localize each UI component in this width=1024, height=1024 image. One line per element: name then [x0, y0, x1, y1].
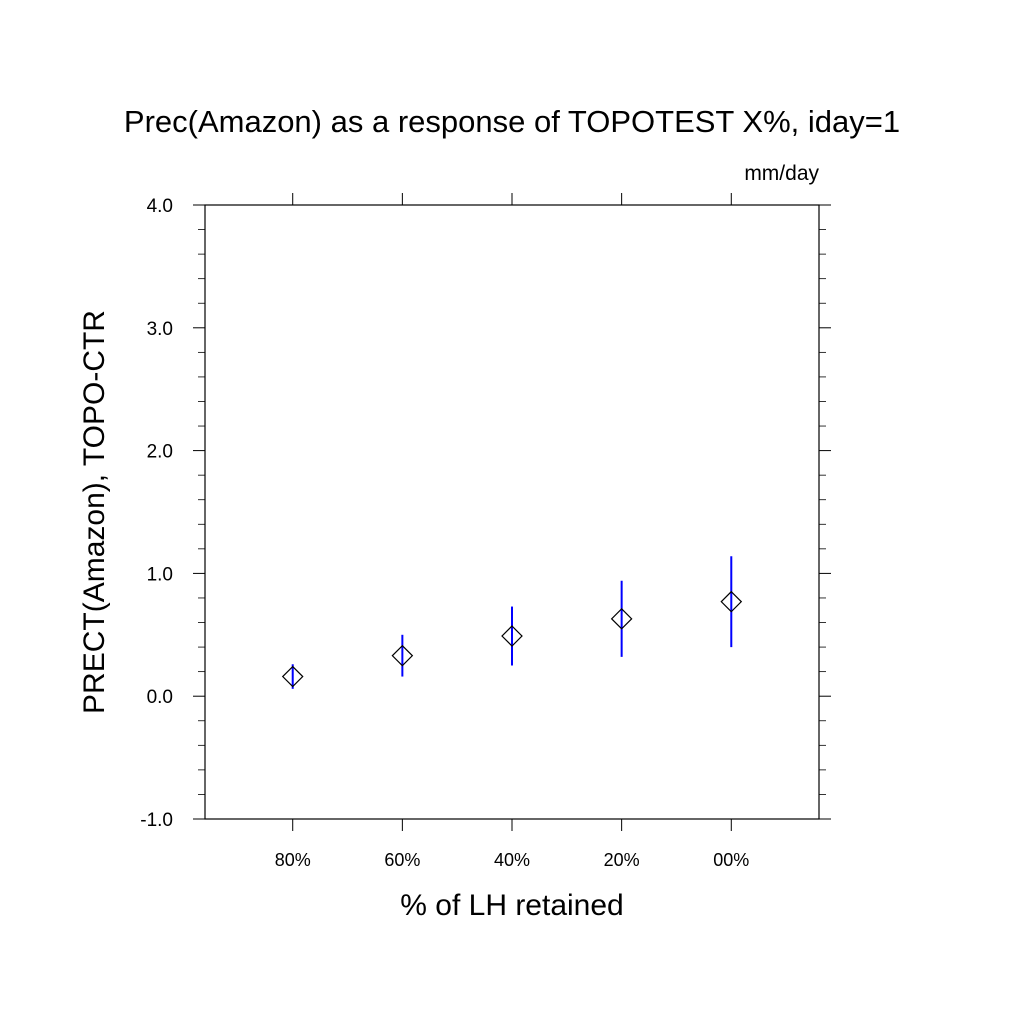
y-tick-label: 4.0 [147, 196, 173, 217]
x-tick-labels: 80% 60% 40% 20% 00% [275, 850, 750, 870]
y-tick-label: 1.0 [147, 564, 173, 585]
y-axis-label: PRECT(Amazon), TOPO-CTR [78, 310, 111, 714]
diamond-marker [281, 665, 304, 688]
diamond-marker [720, 590, 743, 613]
diamond-marker [610, 607, 633, 630]
y-tick-label: -1.0 [140, 810, 173, 831]
y-tick-label: 0.0 [147, 687, 173, 708]
diamond-marker [391, 644, 414, 667]
x-tick-label: 00% [713, 850, 749, 870]
diamond-marker [501, 625, 523, 647]
units-label: mm/day [744, 162, 819, 185]
x-tick-label: 20% [604, 850, 640, 870]
y-tick-label: 3.0 [147, 319, 173, 340]
y-tick-labels: -1.0 0.0 1.0 2.0 3.0 4.0 [140, 196, 173, 831]
plot-frame [204, 204, 820, 820]
chart-title: Prec(Amazon) as a response of TOPOTEST X… [124, 104, 900, 139]
x-tick-label: 80% [275, 850, 311, 870]
x-tick-label: 40% [494, 850, 530, 870]
x-tick-label: 60% [384, 850, 420, 870]
y-tick-label: 2.0 [147, 442, 173, 463]
error-bars [291, 556, 733, 689]
axis-ticks [193, 193, 831, 831]
data-markers [281, 590, 743, 688]
x-axis-label: % of LH retained [400, 889, 623, 922]
